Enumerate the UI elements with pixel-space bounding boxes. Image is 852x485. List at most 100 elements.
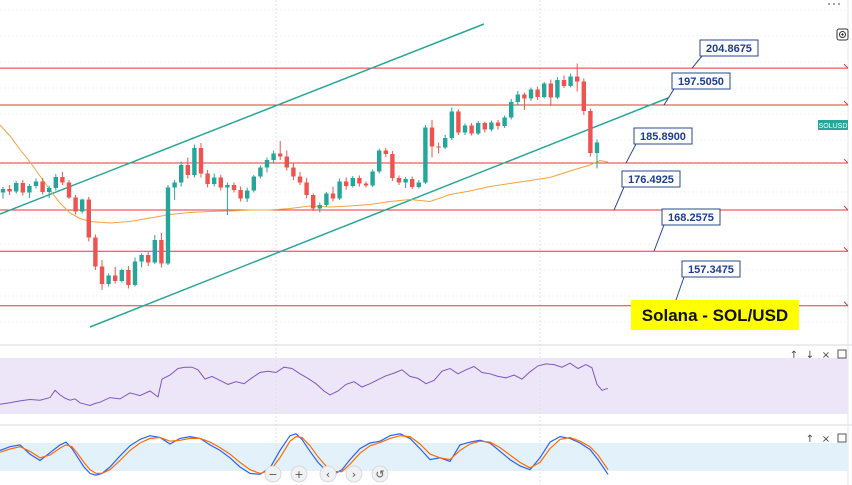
candle (139, 253, 144, 268)
reset-icon: ↺ (375, 468, 384, 481)
candle (40, 178, 45, 195)
candle-body (297, 176, 303, 183)
candle-body (132, 261, 138, 285)
stoch-k-line (0, 433, 609, 476)
candle-body (185, 165, 190, 175)
reset-chart-button[interactable] (371, 465, 389, 483)
candle-body (509, 102, 514, 118)
candle-body (258, 167, 263, 177)
candle (159, 233, 164, 268)
candle-body (179, 165, 184, 183)
rsi-line (0, 362, 609, 407)
stoch-close-icon[interactable]: × (822, 434, 830, 445)
candle (495, 120, 501, 130)
candle-body (390, 154, 395, 178)
candle (561, 75, 567, 88)
candle (93, 234, 98, 270)
more-menu-icon[interactable] (828, 3, 840, 5)
candle (482, 121, 487, 133)
candle-body (27, 186, 32, 193)
level-label-box (681, 260, 741, 278)
rsi-close-icon[interactable]: × (822, 350, 830, 361)
zoom-button[interactable] (836, 28, 849, 41)
candle-body (482, 123, 487, 130)
candle (80, 198, 85, 214)
candle (86, 197, 91, 242)
rsi-maximize-icon[interactable] (837, 349, 847, 359)
level-leader-line (613, 186, 625, 211)
candle (396, 175, 402, 185)
candle-body (476, 123, 481, 134)
candle (212, 173, 217, 187)
candle (20, 180, 25, 196)
level-tick (843, 100, 849, 106)
scroll-left-button[interactable] (319, 465, 337, 483)
candle-body (284, 156, 289, 168)
candle-body (489, 122, 494, 130)
symbol-tag-text: SOLUSD (819, 123, 848, 130)
moving-average-line (0, 124, 609, 224)
candle (225, 182, 230, 215)
candle-body (271, 153, 276, 160)
candle-body (522, 94, 527, 99)
candle-body (93, 237, 98, 267)
candle (47, 185, 52, 198)
candle-body (106, 275, 111, 284)
trend-channel (0, 23, 669, 328)
candle-body (502, 117, 507, 126)
candle (555, 77, 560, 99)
candle (462, 123, 468, 135)
candle-body (330, 193, 336, 199)
level-label: 197.5050 (678, 76, 724, 88)
candle-body (264, 160, 270, 168)
candle-body (377, 150, 382, 172)
candle-body (561, 80, 567, 86)
candle (113, 267, 118, 284)
candle-body (449, 111, 454, 138)
level-tick (843, 205, 849, 211)
candle-body (99, 266, 105, 284)
candle (548, 79, 553, 106)
candle-body (456, 111, 461, 133)
candle-body (0, 189, 6, 193)
candle (390, 151, 395, 181)
stoch-move-up-icon[interactable]: ↑ (806, 434, 814, 445)
candle-body (410, 179, 415, 187)
level-label-box (671, 72, 731, 90)
candle-body (86, 199, 91, 238)
zoom-in-button[interactable] (290, 465, 308, 483)
level-tick (843, 63, 849, 69)
rsi-move-up-icon[interactable]: ↑ (790, 350, 798, 361)
stoch-maximize-icon[interactable] (837, 433, 847, 443)
candle-body (495, 122, 501, 126)
zoom-out-icon: − (268, 468, 277, 481)
candle (304, 178, 309, 199)
candle (258, 165, 263, 179)
level-label: 185.8900 (640, 131, 686, 143)
candle (588, 108, 593, 157)
candle (271, 150, 276, 163)
scroll-right-button[interactable] (345, 465, 363, 483)
candles-layer (0, 63, 600, 290)
level-label-box (621, 170, 681, 188)
candle-body (165, 187, 171, 264)
chart-title-box: Solana - SOL/USD (631, 300, 799, 330)
chart-title: Solana - SOL/USD (642, 306, 788, 325)
candle-body (291, 167, 296, 177)
candle-body (225, 185, 230, 188)
candle (119, 268, 124, 283)
candle-body (396, 178, 402, 183)
candle (502, 115, 507, 128)
candle-body (238, 190, 243, 199)
candle (410, 176, 415, 189)
candle (311, 193, 316, 211)
candle (297, 172, 303, 185)
rsi-move-down-icon[interactable]: ↓ (806, 350, 814, 361)
candle-body (192, 148, 197, 175)
candle (53, 174, 58, 191)
candle-body (119, 270, 124, 281)
candle-body (14, 183, 19, 192)
candle-body (403, 179, 408, 183)
level-label-box (633, 127, 693, 145)
zoom-out-button[interactable] (264, 465, 282, 483)
